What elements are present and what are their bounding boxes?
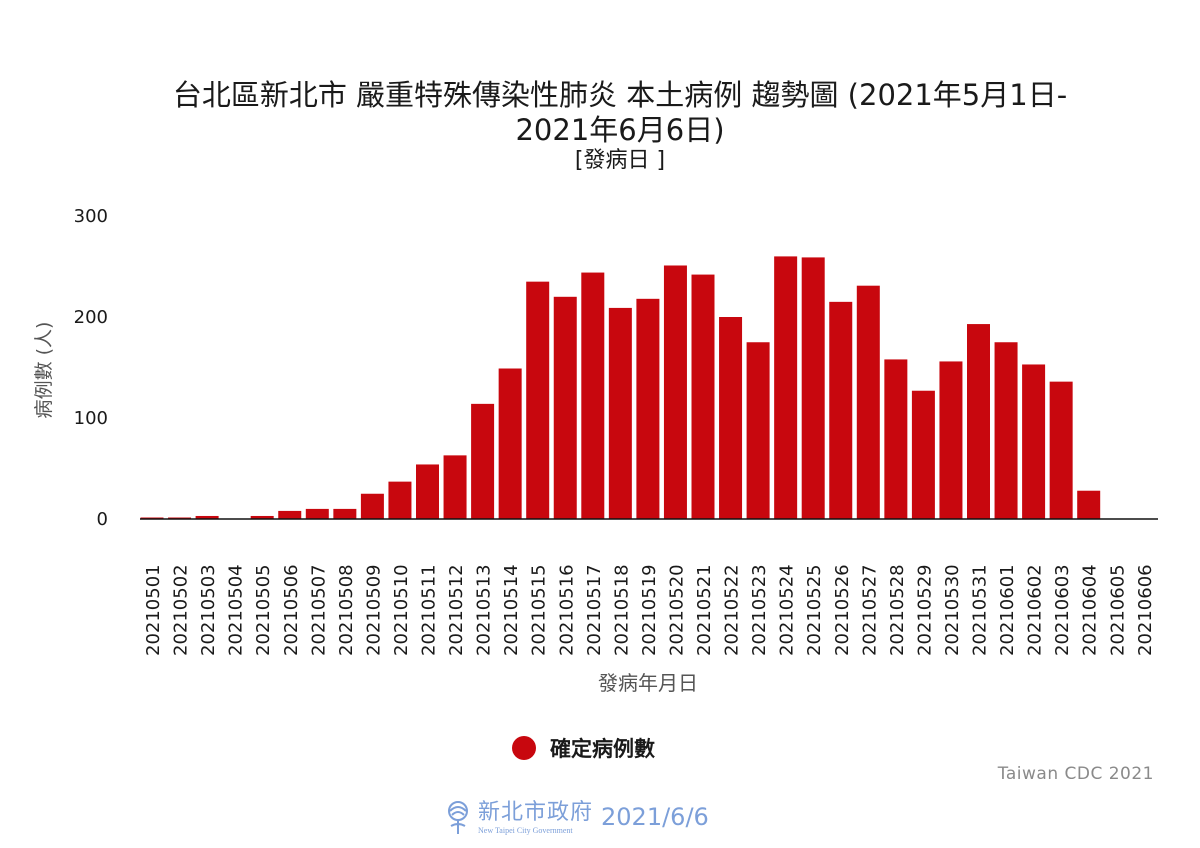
x-tick-label: 20210517 <box>584 564 605 656</box>
bar-20210503 <box>195 515 219 519</box>
x-tick-label: 20210513 <box>474 564 495 656</box>
legend: 確定病例數 <box>512 733 655 763</box>
x-tick-label: 20210514 <box>501 564 522 656</box>
x-tick-label: 20210504 <box>226 564 247 656</box>
bar-20210515 <box>526 281 550 519</box>
x-axis-ticks: 20210501 20210502 20210503 20210504 20210505… <box>143 564 1156 656</box>
x-tick-label: 20210502 <box>171 564 192 656</box>
x-tick-label: 20210516 <box>556 564 577 656</box>
chart-title-line1: 台北區新北市 嚴重特殊傳染性肺炎 本土病例 趨勢圖 (2021年5月1日- <box>172 78 1068 112</box>
y-tick-label: 100 <box>74 408 108 429</box>
bar-20210529 <box>911 390 935 519</box>
x-tick-label: 20210606 <box>1135 564 1156 656</box>
x-tick-label: 20210511 <box>419 564 440 656</box>
x-tick-label: 20210527 <box>859 564 880 656</box>
footer-watermark: 新北市政府 New Taipei City Government 2021/6/… <box>444 800 709 836</box>
bar-20210601 <box>994 342 1018 519</box>
x-tick-label: 20210508 <box>336 564 357 656</box>
footer-date: 2021/6/6 <box>601 803 709 831</box>
y-tick-label: 0 <box>97 509 108 530</box>
x-tick-label: 20210529 <box>914 564 935 656</box>
x-tick-label: 20210509 <box>363 564 384 656</box>
bar-20210506 <box>278 510 302 519</box>
x-tick-label: 20210530 <box>942 564 963 656</box>
x-tick-label: 20210518 <box>611 564 632 656</box>
bar-20210604 <box>1077 490 1101 519</box>
x-tick-label: 20210602 <box>1025 564 1046 656</box>
legend-marker <box>512 736 536 760</box>
bar-20210507 <box>305 508 329 519</box>
bar-20210512 <box>443 455 467 519</box>
x-tick-label: 20210528 <box>887 564 908 656</box>
bar-20210531 <box>967 324 990 519</box>
x-tick-label: 20210520 <box>666 564 687 656</box>
x-tick-label: 20210501 <box>143 564 164 656</box>
x-tick-label: 20210506 <box>281 564 302 656</box>
bar-20210508 <box>333 508 357 519</box>
chart-subtitle: [發病日 ] <box>574 148 666 173</box>
x-tick-label: 20210510 <box>391 564 412 656</box>
x-tick-label: 20210605 <box>1107 564 1128 656</box>
x-tick-label: 20210525 <box>804 564 825 656</box>
x-tick-label: 20210601 <box>997 564 1018 656</box>
bar-20210518 <box>608 307 632 519</box>
chart-title-line2: 2021年6月6日) <box>515 113 725 147</box>
bar-20210511 <box>416 464 439 519</box>
y-axis-label: 病例數 (人) <box>33 322 55 419</box>
bar-20210528 <box>884 359 908 519</box>
bar-20210510 <box>388 481 412 519</box>
bar-20210603 <box>1049 381 1073 519</box>
x-tick-label: 20210524 <box>777 564 798 656</box>
bars <box>140 256 1101 519</box>
bar-20210517 <box>581 272 605 519</box>
x-tick-label: 20210531 <box>970 564 991 656</box>
footer-org-name: 新北市政府 <box>478 800 594 825</box>
footer-org-name-en: New Taipei City Government <box>478 826 573 835</box>
new-taipei-logo-icon <box>448 801 468 834</box>
bar-20210519 <box>636 298 660 519</box>
bar-20210530 <box>939 361 963 519</box>
x-tick-label: 20210603 <box>1052 564 1073 656</box>
bar-20210526 <box>829 301 853 519</box>
x-tick-label: 20210519 <box>639 564 660 656</box>
bar-20210505 <box>250 515 274 519</box>
bar-20210525 <box>801 257 825 519</box>
x-tick-label: 20210604 <box>1080 564 1101 656</box>
bar-20210523 <box>746 342 770 519</box>
bar-20210516 <box>553 296 577 519</box>
bar-20210521 <box>691 274 715 519</box>
bar-20210602 <box>1022 364 1046 519</box>
x-tick-label: 20210505 <box>253 564 274 656</box>
bar-20210509 <box>360 493 384 519</box>
bar-20210514 <box>498 368 522 519</box>
y-tick-label: 200 <box>74 307 108 328</box>
x-axis-label: 發病年月日 <box>598 671 698 695</box>
source-credit: Taiwan CDC 2021 <box>997 764 1154 784</box>
bar-20210513 <box>471 403 495 519</box>
bar-20210527 <box>856 285 880 519</box>
bar-20210522 <box>719 317 743 519</box>
bar-20210520 <box>663 265 687 519</box>
bar-20210524 <box>774 256 798 519</box>
x-tick-label: 20210523 <box>749 564 770 656</box>
x-tick-label: 20210507 <box>308 564 329 656</box>
x-tick-label: 20210522 <box>722 564 743 656</box>
y-tick-label: 300 <box>74 206 108 227</box>
y-axis-ticks: 0 100 200 300 <box>74 206 108 530</box>
x-tick-label: 20210521 <box>694 564 715 656</box>
x-tick-label: 20210515 <box>529 564 550 656</box>
x-tick-label: 20210512 <box>446 564 467 656</box>
x-tick-label: 20210526 <box>832 564 853 656</box>
legend-label: 確定病例數 <box>550 737 655 761</box>
x-tick-label: 20210503 <box>198 564 219 656</box>
